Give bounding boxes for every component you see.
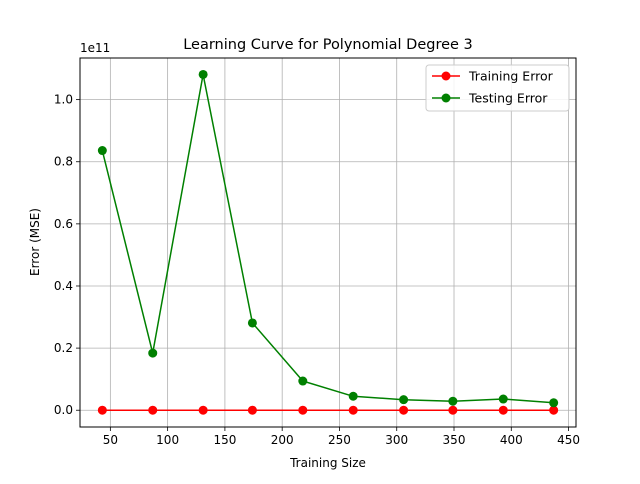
training-error-point (399, 405, 409, 415)
testing-error-point (148, 348, 158, 358)
legend-marker-testing-error (441, 93, 451, 103)
x-tick-label: 350 (443, 433, 466, 447)
legend-label-training-error: Training Error (468, 69, 554, 84)
y-tick-label: 0.4 (54, 279, 73, 293)
y-tick-label: 0.0 (54, 403, 73, 417)
testing-error-point (448, 396, 458, 406)
training-error-point (448, 405, 458, 415)
legend: Training Error Testing Error (425, 64, 570, 112)
testing-error-point (198, 69, 208, 79)
testing-error-point (549, 398, 559, 408)
training-error-point (348, 405, 358, 415)
x-tick-label: 400 (500, 433, 523, 447)
x-tick-label: 200 (271, 433, 294, 447)
series-layer (97, 69, 559, 415)
x-tick-label: 100 (156, 433, 179, 447)
x-axis-ticks: 50 100 150 200 250 300 350 400 450 (103, 427, 580, 447)
training-error-point (298, 405, 308, 415)
testing-error-point (247, 318, 257, 328)
y-offset-label: 1e11 (80, 41, 110, 55)
testing-error-point (97, 146, 107, 156)
training-error-point (198, 405, 208, 415)
y-axis-ticks: 0.0 0.2 0.4 0.6 0.8 1.0 (54, 93, 80, 417)
y-tick-label: 0.2 (54, 341, 73, 355)
x-tick-label: 450 (557, 433, 580, 447)
testing-error-point (399, 395, 409, 405)
legend-marker-training-error (441, 71, 451, 81)
y-tick-label: 0.6 (54, 217, 73, 231)
x-tick-label: 50 (103, 433, 118, 447)
y-tick-label: 0.8 (54, 155, 73, 169)
training-error-point (549, 405, 559, 415)
chart-title: Learning Curve for Polynomial Degree 3 (183, 37, 473, 53)
training-error-series (97, 405, 559, 415)
x-tick-label: 150 (213, 433, 236, 447)
y-axis-label: Error (MSE) (28, 208, 42, 276)
x-tick-label: 250 (328, 433, 351, 447)
training-error-point (498, 405, 508, 415)
y-tick-label: 1.0 (54, 93, 73, 107)
x-axis-label: Training Size (289, 456, 366, 470)
legend-box (425, 64, 570, 112)
legend-label-testing-error: Testing Error (468, 91, 548, 106)
testing-error-point (298, 376, 308, 386)
testing-error-series (97, 69, 559, 408)
x-tick-label: 300 (385, 433, 408, 447)
training-error-point (97, 405, 107, 415)
training-error-point (247, 405, 257, 415)
testing-error-point (348, 391, 358, 401)
testing-error-point (498, 394, 508, 404)
testing-error-line (101, 73, 554, 404)
training-error-point (148, 405, 158, 415)
axes-frame (79, 57, 577, 428)
